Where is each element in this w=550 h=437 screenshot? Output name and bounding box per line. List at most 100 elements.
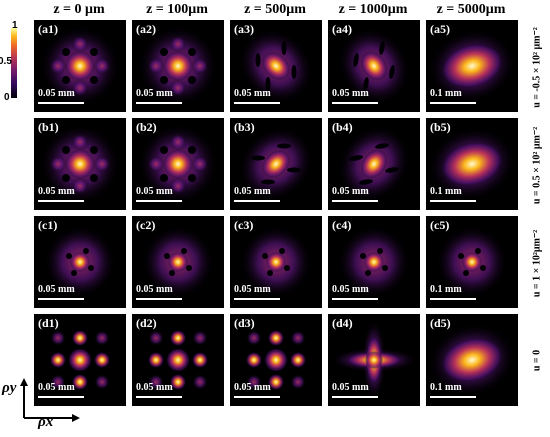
panel-label: (d4): [332, 316, 353, 330]
scale-bar-label: 0.05 mm: [234, 284, 271, 295]
scale-bar: [234, 102, 280, 104]
scale-bar-label: 0.05 mm: [332, 382, 369, 393]
beam-core: [70, 252, 90, 272]
beam-core: [266, 350, 286, 370]
intensity-map: [40, 124, 120, 204]
column-header-z0: z = 0 μm: [53, 2, 105, 17]
panel-label: (a4): [332, 22, 352, 36]
panel-b1: (b1) 0.05 mm: [34, 118, 126, 210]
panel-label: (d2): [136, 316, 157, 330]
scale-bar: [430, 200, 476, 202]
panel-label: (d5): [430, 316, 451, 330]
scale-bar-label: 0.05 mm: [136, 88, 173, 99]
panel-label: (b3): [234, 120, 255, 134]
beam-core: [261, 149, 291, 179]
panel-b4: (b4) 0.05 mm: [328, 118, 420, 210]
intensity-map: [50, 330, 110, 390]
intensity-map: [428, 29, 516, 103]
panel-d2: (d2) 0.05 mm: [132, 314, 224, 406]
scale-bar: [136, 298, 182, 300]
beam-core: [168, 350, 188, 370]
scale-bar: [136, 102, 182, 104]
beam-core: [364, 252, 384, 272]
axis-arrows: [20, 378, 80, 422]
beam-core: [360, 149, 388, 179]
panel-label: (b4): [332, 120, 353, 134]
beam-core: [168, 252, 188, 272]
beam-core: [440, 43, 504, 89]
panel-d4: (d4) 0.05 mm: [328, 314, 420, 406]
scale-bar: [430, 396, 476, 398]
scale-bar-label: 0.05 mm: [332, 88, 369, 99]
column-header-z5000: z = 5000μm: [436, 2, 506, 17]
panel-b5: (b5) 0.1 mm: [426, 118, 518, 210]
panel-label: (c2): [136, 218, 156, 232]
panel-b3: (b3) 0.05 mm: [230, 118, 322, 210]
panel-c3: (c3) 0.05 mm: [230, 216, 322, 308]
scale-bar: [430, 298, 476, 300]
beam-core: [163, 51, 193, 81]
intensity-map: [238, 28, 314, 104]
intensity-map: [436, 226, 508, 298]
beam-core: [440, 337, 504, 383]
panel-b2: (b2) 0.05 mm: [132, 118, 224, 210]
scale-bar-label: 0.05 mm: [38, 284, 75, 295]
panel-label: (c4): [332, 218, 352, 232]
row-label-c: u = 1 × 10²μm⁻²: [531, 229, 543, 298]
panel-label: (b2): [136, 120, 157, 134]
intensity-map: [40, 26, 120, 106]
panel-a4: (a4) 0.05 mm: [328, 20, 420, 112]
beam-core: [360, 51, 388, 81]
panel-label: (c3): [234, 218, 254, 232]
panel-a3: (a3) 0.05 mm: [230, 20, 322, 112]
panel-label: (c5): [430, 218, 450, 232]
intensity-map: [238, 126, 314, 202]
beam-core: [365, 351, 383, 369]
panel-d3: (d3) 0.05 mm: [230, 314, 322, 406]
scale-bar-label: 0.05 mm: [332, 284, 369, 295]
panel-label: (a3): [234, 22, 254, 36]
panel-label: (b5): [430, 120, 451, 134]
panel-label: (b1): [38, 120, 59, 134]
panel-a1: (a1) 0.05 mm: [34, 20, 126, 112]
panel-label: (d3): [234, 316, 255, 330]
beam-core: [462, 252, 482, 272]
scale-bar-label: 0.05 mm: [332, 186, 369, 197]
row-label-a: u = -0.5 × 10² μm⁻²: [531, 27, 543, 108]
scale-bar-label: 0.05 mm: [234, 186, 271, 197]
intensity-map: [337, 27, 411, 105]
scale-bar: [234, 396, 280, 398]
intensity-map: [142, 226, 214, 298]
row-label-d: u = 0: [531, 349, 543, 372]
colorbar-min-label: 0: [4, 92, 10, 103]
intensity-map: [138, 26, 218, 106]
row-label-b: u = 0.5 × 10² μm⁻²: [531, 126, 543, 205]
beam-core: [65, 149, 95, 179]
panel-c2: (c2) 0.05 mm: [132, 216, 224, 308]
axis-label-y: ρy: [2, 380, 17, 396]
beam-core: [266, 252, 286, 272]
scale-bar-label: 0.05 mm: [234, 382, 271, 393]
panel-c5: (c5) 0.1 mm: [426, 216, 518, 308]
panel-c4: (c4) 0.05 mm: [328, 216, 420, 308]
intensity-map: [338, 226, 410, 298]
panel-label: (c1): [38, 218, 58, 232]
scale-bar-label: 0.1 mm: [430, 88, 462, 99]
panel-a5: (a5) 0.1 mm: [426, 20, 518, 112]
colorbar-max-label: 1: [12, 20, 18, 31]
panel-label: (d1): [38, 316, 59, 330]
scale-bar-label: 0.1 mm: [430, 284, 462, 295]
beam-core: [163, 149, 193, 179]
scale-bar-label: 0.05 mm: [38, 88, 75, 99]
panel-label: (a1): [38, 22, 58, 36]
intensity-map: [330, 320, 418, 400]
beam-core: [440, 141, 504, 187]
panel-label: (a2): [136, 22, 156, 36]
intensity-map: [337, 125, 411, 203]
intensity-map: [44, 226, 116, 298]
scale-bar: [38, 396, 84, 398]
scale-bar: [136, 200, 182, 202]
scale-bar: [332, 298, 378, 300]
intensity-map: [246, 330, 306, 390]
scale-bar-label: 0.05 mm: [234, 88, 271, 99]
